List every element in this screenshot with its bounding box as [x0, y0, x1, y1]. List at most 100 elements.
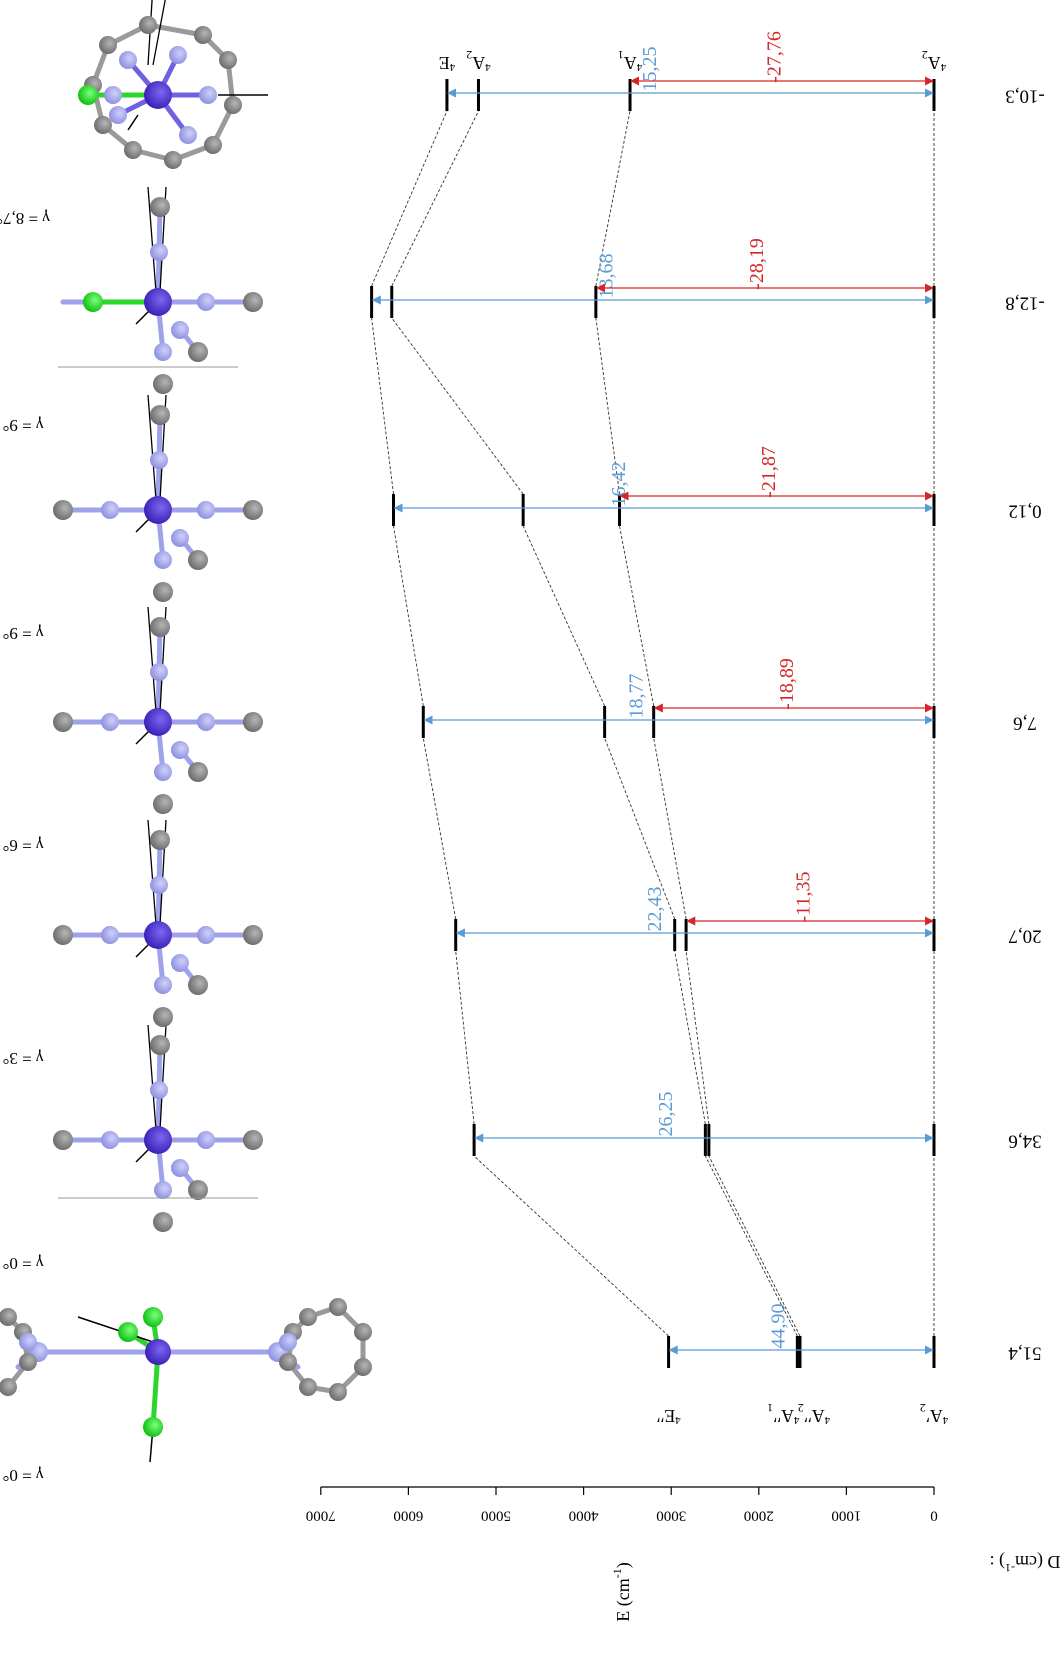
correlation-line [455, 950, 475, 1125]
y-axis-title: E (cm-1) [610, 1562, 634, 1621]
carbon-atom [150, 830, 170, 850]
correlation-line [422, 737, 457, 920]
correlation-line [371, 317, 394, 495]
nitrogen-atom [197, 293, 215, 311]
transition-value-label: -27,76 [764, 31, 786, 83]
correlation-line [595, 317, 620, 495]
transition-value-label: 16,42 [608, 462, 630, 507]
chlorine-atom [83, 292, 103, 312]
chlorine-atom [118, 1322, 138, 1342]
carbon-atom [194, 26, 212, 44]
molecular-structures: γ = 0° γ = 0° γ = 3° γ = 6° γ = 9° γ = 9° γ = … [0, 0, 372, 1485]
correlation-line [704, 1155, 798, 1337]
d-value: 0,12 [1008, 501, 1041, 522]
carbon-atom [53, 1130, 73, 1150]
carbon-atom [219, 51, 237, 69]
chlorine-atom [143, 1417, 163, 1437]
molecule-structure [53, 819, 263, 1027]
d-value: 20,7 [1008, 926, 1041, 947]
molecule-structure [53, 394, 263, 602]
cobalt-atom [144, 1126, 172, 1154]
carbon-atom [243, 500, 263, 520]
nitrogen-atom [154, 343, 172, 361]
carbon-atom [153, 1007, 173, 1027]
nitrogen-atom [197, 501, 215, 519]
gamma-label: γ = 0° [3, 1254, 45, 1273]
nitrogen-atom [119, 51, 137, 69]
correlation-line [674, 950, 706, 1125]
carbon-atom [243, 712, 263, 732]
gamma-label: γ = 8,7° [0, 209, 51, 228]
carbon-atom [99, 36, 117, 54]
carbon-atom [188, 342, 208, 362]
correlation-line [653, 737, 687, 920]
nitrogen-atom [154, 763, 172, 781]
carbon-atom [139, 16, 157, 34]
carbon-atom [188, 975, 208, 995]
transition-value-label: 44,90 [768, 1304, 790, 1349]
transition-value-label: -18,89 [776, 658, 798, 710]
chlorine-atom [78, 85, 98, 105]
state-label: 4A′′2 [798, 1401, 830, 1426]
state-label: 4A′′1 [767, 1401, 799, 1426]
nitrogen-atom [150, 451, 168, 469]
cobalt-atom [144, 496, 172, 524]
carbon-atom [53, 712, 73, 732]
carbon-atom [354, 1358, 372, 1376]
carbon-atom [153, 794, 173, 814]
carbon-atom [329, 1383, 347, 1401]
y-tick-label: 1000 [831, 1508, 861, 1524]
carbon-atom [150, 1035, 170, 1055]
nitrogen-atom [171, 1159, 189, 1177]
carbon-atom [243, 1130, 263, 1150]
correlation-line [473, 1155, 669, 1337]
y-tick-label: 0 [930, 1508, 938, 1524]
y-tick-label: 4000 [569, 1508, 599, 1524]
correlation-line [685, 950, 710, 1125]
correlation-line [708, 1155, 801, 1337]
state-label: 4A2 [922, 48, 947, 73]
nitrogen-atom [150, 663, 168, 681]
carbon-atom [243, 292, 263, 312]
gamma-label: γ = 3° [3, 1049, 45, 1068]
gamma-label: γ = 0° [3, 1466, 45, 1485]
correlation-line [604, 737, 676, 920]
nitrogen-atom [197, 713, 215, 731]
bond [145, 22, 206, 38]
nitrogen-atom [101, 1131, 119, 1149]
state-label: 4E [439, 53, 456, 74]
carbon-atom [124, 141, 142, 159]
gamma-label: γ = 9° [3, 624, 45, 643]
molecule-structure [78, 0, 268, 169]
gamma-label: γ = 9° [3, 416, 45, 435]
state-label: 4A1 [618, 48, 643, 73]
nitrogen-atom [101, 926, 119, 944]
carbon-atom [243, 925, 263, 945]
correlation-line [393, 525, 424, 707]
transition-value-label: 22,43 [644, 887, 666, 932]
nitrogen-atom [104, 86, 122, 104]
transition-value-label: -21,87 [758, 446, 780, 498]
state-label: 4A′2 [920, 1401, 948, 1426]
carbon-atom [188, 762, 208, 782]
carbon-atom [354, 1323, 372, 1341]
d-value: -12,8 [1005, 293, 1045, 314]
state-labels: 4A′2 4A′′24A′′1 4E′′ 4A2 4A1 4A2 4E [439, 48, 949, 1426]
molecule-structure [53, 1024, 263, 1232]
transition-value-label: 18,77 [625, 674, 647, 719]
transition-arrows: 44,90 26,25 22,43 -11,35 18,77 -18,89 16,42 -21… [371, 31, 934, 1355]
chlorine-atom [143, 1307, 163, 1327]
nitrogen-atom [154, 976, 172, 994]
cobalt-atom [144, 708, 172, 736]
state-label: 4A2 [466, 48, 491, 73]
nitrogen-atom [197, 1131, 215, 1149]
carbon-atom [53, 925, 73, 945]
carbon-atom [0, 1308, 17, 1326]
nitrogen-atom [101, 713, 119, 731]
state-label: 4E′′ [656, 1406, 680, 1427]
molecule-structure [60, 186, 263, 394]
transition-value-label: -11,35 [793, 872, 815, 923]
nitrogen-atom [150, 243, 168, 261]
carbon-atom [150, 617, 170, 637]
carbon-atom [150, 197, 170, 217]
